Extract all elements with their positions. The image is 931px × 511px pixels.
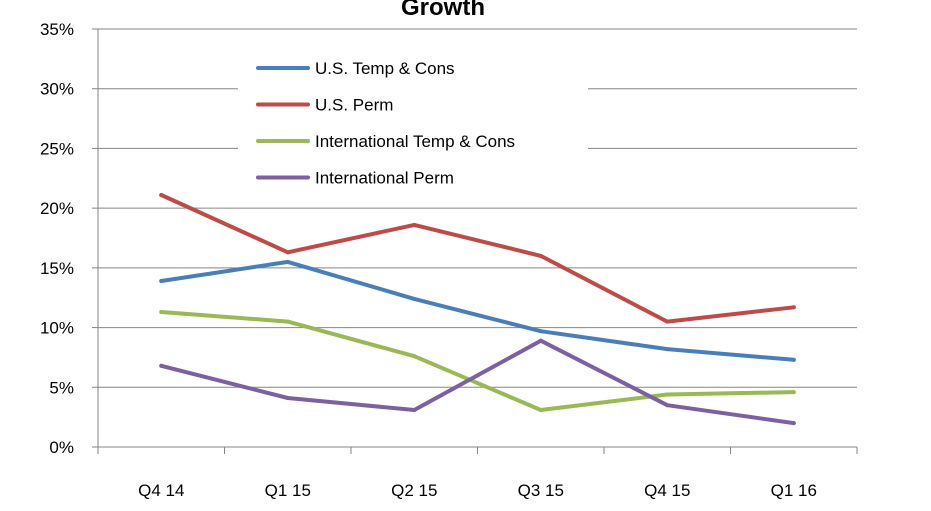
data-point	[412, 408, 416, 412]
data-point	[159, 364, 163, 368]
data-point	[539, 339, 543, 343]
data-point	[412, 297, 416, 301]
x-tick-label: Q1 15	[265, 481, 311, 500]
legend-label: International Perm	[315, 169, 454, 188]
data-point	[159, 310, 163, 314]
data-point	[665, 347, 669, 351]
data-point	[159, 279, 163, 283]
y-tick-label: 20%	[40, 199, 74, 218]
data-point	[286, 320, 290, 324]
data-point	[665, 320, 669, 324]
legend-label: U.S. Perm	[315, 96, 393, 115]
data-point	[286, 250, 290, 254]
data-point	[539, 329, 543, 333]
data-point	[539, 254, 543, 258]
chart-title: Growth	[401, 0, 485, 21]
x-axis-tick-labels: Q4 14 Q1 15 Q2 15 Q3 15 Q4 15 Q1 16	[138, 481, 817, 500]
series-line	[161, 312, 794, 410]
y-tick-label: 0%	[49, 438, 74, 457]
data-point	[665, 403, 669, 407]
data-point	[792, 421, 796, 425]
x-tick-label: Q4 14	[138, 481, 184, 500]
y-axis-tick-labels: 0% 5% 10% 15% 20% 25% 30% 35%	[40, 20, 74, 457]
x-tick-label: Q1 16	[771, 481, 817, 500]
data-point	[792, 390, 796, 394]
series-line	[161, 262, 794, 360]
y-tick-label: 25%	[40, 139, 74, 158]
data-point	[412, 223, 416, 227]
data-point	[412, 354, 416, 358]
data-point	[792, 305, 796, 309]
chart-container: Growth 0% 5% 10% 15% 20% 25% 30% 35% Q4 14 Q1 15…	[0, 0, 931, 506]
data-point	[286, 260, 290, 264]
y-tick-label: 10%	[40, 319, 74, 338]
y-tick-label: 15%	[40, 259, 74, 278]
y-tick-label: 5%	[49, 378, 74, 397]
series-lines	[159, 193, 796, 425]
data-point	[159, 193, 163, 197]
legend-label: International Temp & Cons	[315, 132, 515, 151]
data-point	[539, 408, 543, 412]
data-point	[665, 392, 669, 396]
y-tick-label: 30%	[40, 80, 74, 99]
data-point	[286, 396, 290, 400]
y-tick-label: 35%	[40, 20, 74, 39]
x-tick-label: Q3 15	[518, 481, 564, 500]
x-tick-label: Q4 15	[644, 481, 690, 500]
legend-label: U.S. Temp & Cons	[315, 59, 455, 78]
line-chart: Growth 0% 5% 10% 15% 20% 25% 30% 35% Q4 14 Q1 15…	[0, 0, 931, 506]
x-tick-label: Q2 15	[391, 481, 437, 500]
data-point	[792, 358, 796, 362]
legend: U.S. Temp & Cons U.S. Perm International T…	[238, 52, 588, 202]
series-line	[161, 195, 794, 322]
